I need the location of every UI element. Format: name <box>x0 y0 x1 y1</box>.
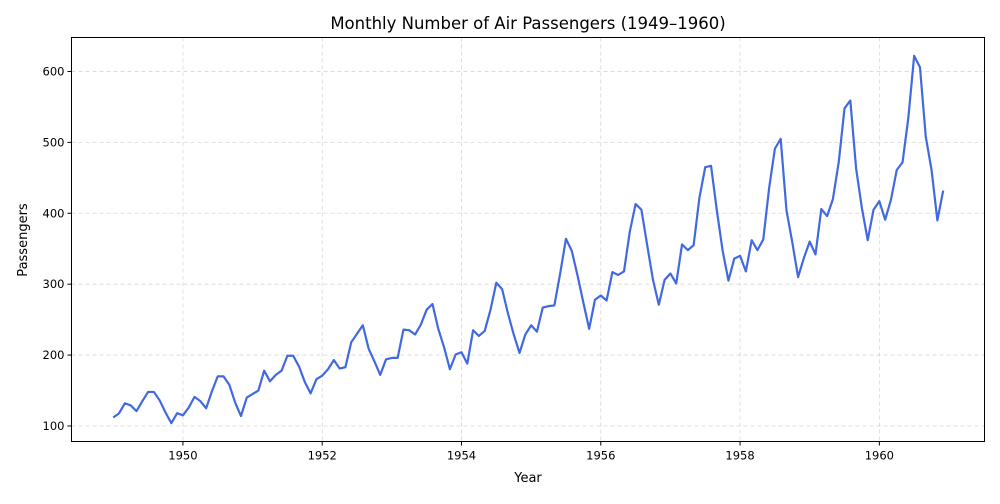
chart-title: Monthly Number of Air Passengers (1949–1… <box>330 14 725 33</box>
x-axis-label: Year <box>513 471 542 486</box>
x-tick-label: 1960 <box>865 449 894 463</box>
y-tick-label: 400 <box>43 206 65 220</box>
y-axis: 100 200 300 400 500 600 <box>43 64 72 433</box>
x-tick-label: 1954 <box>447 449 476 463</box>
grid <box>71 37 985 442</box>
x-tick-label: 1958 <box>725 449 754 463</box>
x-tick-label: 1952 <box>308 449 337 463</box>
y-tick-label: 300 <box>43 277 65 291</box>
series-line-passengers <box>112 54 945 425</box>
y-tick-label: 500 <box>43 135 65 149</box>
x-axis: 1950 1952 1954 1956 1958 1960 <box>168 441 894 463</box>
y-axis-label: Passengers <box>16 203 31 277</box>
x-tick-label: 1950 <box>168 449 197 463</box>
y-tick-label: 100 <box>43 419 65 433</box>
y-tick-label: 600 <box>43 64 65 78</box>
y-tick-label: 200 <box>43 348 65 362</box>
plot-area <box>112 54 945 425</box>
x-tick-label: 1956 <box>586 449 615 463</box>
axes-frame <box>71 37 985 442</box>
